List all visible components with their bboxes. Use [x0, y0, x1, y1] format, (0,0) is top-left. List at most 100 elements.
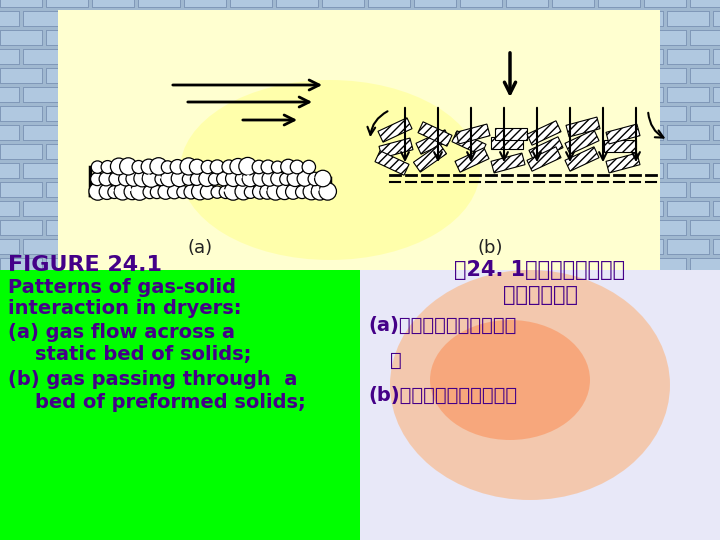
Bar [484, 50, 525, 64]
Bar [553, 107, 594, 121]
Bar [415, 297, 456, 311]
Bar [507, 183, 548, 197]
Circle shape [132, 160, 145, 173]
Bar [368, 0, 411, 8]
Circle shape [225, 183, 242, 200]
Circle shape [253, 185, 267, 199]
Bar [46, 296, 89, 312]
Bar [391, 277, 434, 293]
Bar [484, 278, 525, 292]
Bar [116, 50, 157, 64]
Bar [415, 183, 456, 197]
Bar [690, 524, 720, 540]
Bar [276, 296, 319, 312]
Bar [552, 30, 595, 46]
Circle shape [294, 164, 297, 167]
Circle shape [256, 188, 259, 192]
Bar [598, 0, 641, 8]
Bar [184, 182, 227, 198]
Bar [70, 430, 111, 444]
Bar [437, 201, 480, 217]
Bar [460, 220, 503, 236]
Bar [139, 69, 180, 83]
Bar [0, 258, 43, 274]
Bar [599, 0, 640, 7]
Bar [483, 429, 526, 445]
Bar [231, 487, 272, 501]
Bar [70, 278, 111, 292]
Bar [575, 277, 618, 293]
Bar [414, 30, 457, 46]
Bar [277, 449, 318, 463]
Circle shape [91, 161, 104, 173]
Bar [276, 106, 319, 122]
Circle shape [171, 170, 188, 187]
Bar [529, 353, 572, 369]
Bar [69, 391, 112, 407]
Bar [346, 88, 387, 102]
Circle shape [158, 176, 161, 179]
Circle shape [186, 177, 188, 179]
Bar [0, 163, 20, 179]
Circle shape [275, 176, 278, 178]
Bar [254, 164, 295, 178]
Bar [46, 182, 89, 198]
Bar [645, 297, 686, 311]
Bar [392, 278, 433, 292]
Bar [713, 87, 720, 103]
Bar [346, 506, 387, 520]
Bar [46, 448, 89, 464]
Polygon shape [527, 147, 561, 171]
Circle shape [184, 185, 198, 199]
Bar [115, 391, 158, 407]
Bar [622, 468, 663, 482]
Bar [644, 486, 687, 502]
Circle shape [165, 164, 167, 167]
Bar [300, 164, 341, 178]
Circle shape [158, 184, 174, 199]
Bar [415, 449, 456, 463]
Circle shape [89, 183, 107, 200]
Bar [552, 0, 595, 8]
Bar [253, 239, 296, 255]
Bar [300, 202, 341, 216]
Bar [552, 68, 595, 84]
Bar [231, 411, 272, 425]
Circle shape [165, 174, 168, 178]
Bar [553, 411, 594, 425]
Bar [530, 506, 571, 520]
Bar [691, 487, 720, 501]
Text: (b) gas passing through  a: (b) gas passing through a [8, 370, 297, 389]
Circle shape [196, 188, 199, 191]
Bar [345, 353, 388, 369]
Circle shape [243, 163, 247, 166]
Bar [46, 144, 89, 160]
Bar [368, 182, 411, 198]
Bar [460, 334, 503, 350]
Bar [691, 145, 720, 159]
Circle shape [306, 164, 308, 167]
Bar [322, 182, 365, 198]
Bar [93, 259, 134, 273]
Bar [714, 392, 720, 406]
Bar [277, 297, 318, 311]
Bar [161, 125, 204, 141]
Bar [392, 392, 433, 406]
Bar [185, 449, 226, 463]
Bar [507, 297, 548, 311]
Bar [346, 126, 387, 140]
Bar [139, 221, 180, 235]
Bar [0, 125, 20, 141]
Bar [253, 201, 296, 217]
Circle shape [212, 177, 215, 179]
Bar [599, 259, 640, 273]
Bar [207, 277, 250, 293]
Bar [207, 201, 250, 217]
Bar [69, 125, 112, 141]
Bar [392, 12, 433, 26]
Bar [70, 316, 111, 330]
Bar [254, 468, 295, 482]
Circle shape [229, 187, 233, 191]
Bar [161, 201, 204, 217]
Bar [622, 12, 663, 26]
